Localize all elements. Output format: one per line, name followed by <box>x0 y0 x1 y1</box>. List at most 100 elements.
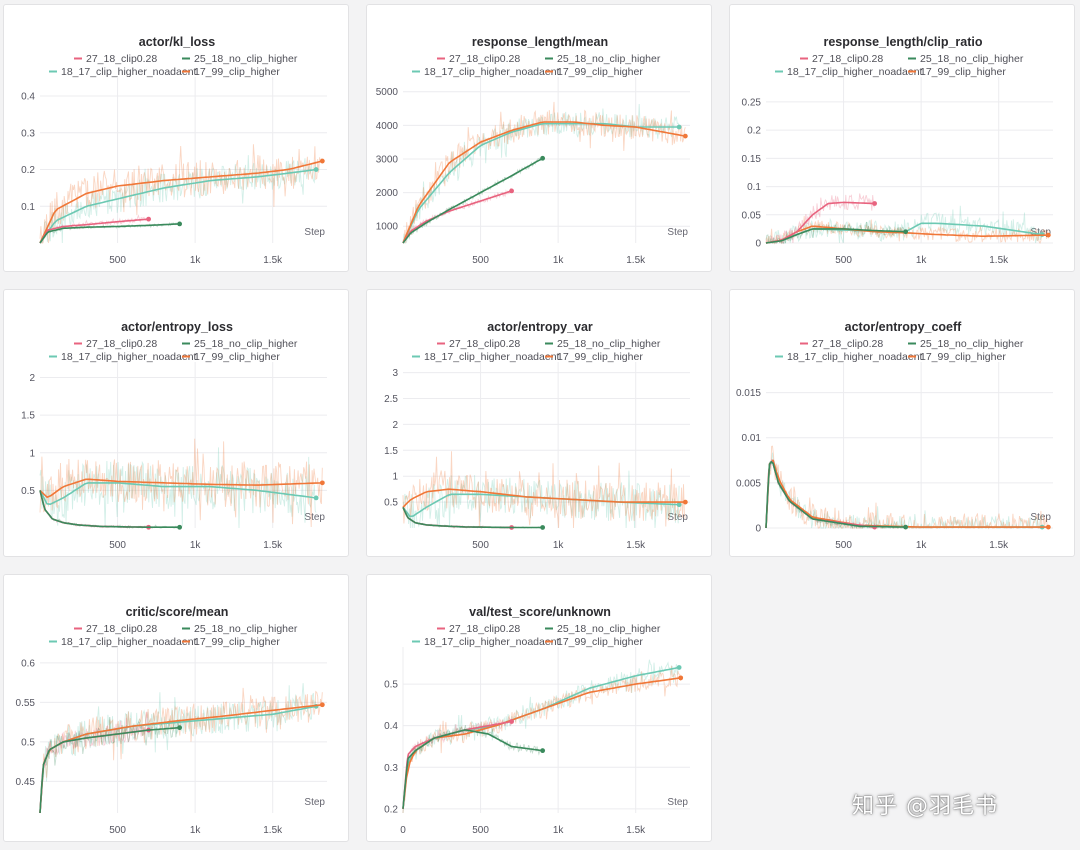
series-line-18-17-clip-higher-noadaent[interactable] <box>39 168 317 244</box>
legend-label-25-18-no-clip-higher[interactable]: 25_18_no_clip_higher <box>920 338 1024 350</box>
legend-label-18-17-clip-higher-noadaent[interactable]: 18_17_clip_higher_noadaent <box>61 351 197 363</box>
series-endpoint-27-18-clip0-28[interactable] <box>509 719 514 724</box>
legend-label-18-17-clip-higher-noadaent[interactable]: 18_17_clip_higher_noadaent <box>424 66 560 78</box>
series-line-17-99-clip-higher[interactable] <box>39 478 323 498</box>
y-tick-label: 0.2 <box>384 804 398 815</box>
legend-label-27-18-clip0-28[interactable]: 27_18_clip0.28 <box>86 338 157 350</box>
series-endpoint-17-99-clip-higher[interactable] <box>1045 232 1051 238</box>
chart-panel-val-test-score-unknown: val/test_score/unknown 27_18_clip0.28 25_1… <box>366 574 712 842</box>
chart-panel-actor-entropy-coeff: actor/entropy_coeff 27_18_clip0.28 25_18_n… <box>729 289 1075 557</box>
legend-label-18-17-clip-higher-noadaent[interactable]: 18_17_clip_higher_noadaent <box>61 66 197 78</box>
series-endpoint-18-17-clip-higher-noadaent[interactable] <box>676 124 682 130</box>
y-tick-label: 0.4 <box>384 721 398 732</box>
watermark-text: 知乎 @羽毛书 <box>852 794 998 819</box>
legend-label-17-99-clip-higher[interactable]: 17_99_clip_higher <box>194 351 280 363</box>
series-endpoint-25-18-no-clip-higher[interactable] <box>540 748 546 754</box>
legend-label-17-99-clip-higher[interactable]: 17_99_clip_higher <box>557 66 643 78</box>
series-endpoint-18-17-clip-higher-noadaent[interactable] <box>676 502 682 508</box>
legend-label-25-18-no-clip-higher[interactable]: 25_18_no_clip_higher <box>920 53 1024 65</box>
series-endpoint-17-99-clip-higher[interactable] <box>682 133 688 139</box>
series-endpoint-25-18-no-clip-higher[interactable] <box>177 725 183 731</box>
series-endpoint-17-99-clip-higher[interactable] <box>319 158 325 164</box>
series-line-27-18-clip0-28[interactable] <box>402 190 512 244</box>
series-endpoint-18-17-clip-higher-noadaent[interactable] <box>313 495 319 501</box>
legend-label-17-99-clip-higher[interactable]: 17_99_clip_higher <box>194 66 280 78</box>
series-endpoint-25-18-no-clip-higher[interactable] <box>177 524 183 530</box>
y-tick-label: 0.1 <box>21 202 35 213</box>
legend-label-17-99-clip-higher[interactable]: 17_99_clip_higher <box>194 636 280 648</box>
legend-label-25-18-no-clip-higher[interactable]: 25_18_no_clip_higher <box>557 53 661 65</box>
chart-title: response_length/mean <box>472 35 608 49</box>
x-tick-label: 1.5k <box>989 540 1009 551</box>
series-line-25-18-no-clip-higher[interactable] <box>402 729 543 809</box>
legend-label-27-18-clip0-28[interactable]: 27_18_clip0.28 <box>449 338 520 350</box>
legend-label-27-18-clip0-28[interactable]: 27_18_clip0.28 <box>86 53 157 65</box>
legend-label-27-18-clip0-28[interactable]: 27_18_clip0.28 <box>86 623 157 635</box>
series-line-17-99-clip-higher[interactable] <box>402 121 686 244</box>
x-tick-label: 1k <box>190 540 202 551</box>
series-endpoint-25-18-no-clip-higher[interactable] <box>540 155 546 161</box>
legend-label-27-18-clip0-28[interactable]: 27_18_clip0.28 <box>812 338 883 350</box>
series-raw-18-17-clip-higher-noadaent <box>765 452 1043 530</box>
series-endpoint-25-18-no-clip-higher[interactable] <box>903 229 909 235</box>
series-line-25-18-no-clip-higher[interactable] <box>765 228 906 244</box>
legend-label-18-17-clip-higher-noadaent[interactable]: 18_17_clip_higher_noadaent <box>787 66 923 78</box>
series-endpoint-25-18-no-clip-higher[interactable] <box>540 525 546 530</box>
series-line-25-18-no-clip-higher[interactable] <box>39 726 180 814</box>
series-line-25-18-no-clip-higher[interactable] <box>39 490 180 528</box>
legend-label-18-17-clip-higher-noadaent[interactable]: 18_17_clip_higher_noadaent <box>424 636 560 648</box>
series-line-27-18-clip0-28[interactable] <box>39 218 149 244</box>
legend-label-18-17-clip-higher-noadaent[interactable]: 18_17_clip_higher_noadaent <box>61 636 197 648</box>
y-tick-label: 1.5 <box>384 446 398 457</box>
series-line-25-18-no-clip-higher[interactable] <box>402 506 543 529</box>
series-endpoint-17-99-clip-higher[interactable] <box>319 702 325 708</box>
series-line-25-18-no-clip-higher[interactable] <box>39 223 180 244</box>
series-endpoint-17-99-clip-higher[interactable] <box>319 480 325 486</box>
x-tick-label: 0 <box>400 825 406 836</box>
series-line-18-17-clip-higher-noadaent[interactable] <box>39 482 317 505</box>
legend-label-17-99-clip-higher[interactable]: 17_99_clip_higher <box>920 351 1006 363</box>
x-tick-label: 1k <box>190 255 202 266</box>
series-endpoint-25-18-no-clip-higher[interactable] <box>903 524 909 530</box>
legend-label-25-18-no-clip-higher[interactable]: 25_18_no_clip_higher <box>557 338 661 350</box>
legend-label-17-99-clip-higher[interactable]: 17_99_clip_higher <box>557 636 643 648</box>
series-endpoint-27-18-clip0-28[interactable] <box>872 201 877 206</box>
series-line-17-99-clip-higher[interactable] <box>402 677 681 809</box>
legend-label-17-99-clip-higher[interactable]: 17_99_clip_higher <box>920 66 1006 78</box>
legend-label-27-18-clip0-28[interactable]: 27_18_clip0.28 <box>449 623 520 635</box>
chart-svg: actor/entropy_loss 27_18_clip0.28 25_18_no… <box>21 320 327 551</box>
series-endpoint-18-17-clip-higher-noadaent[interactable] <box>676 665 682 670</box>
y-tick-label: 2 <box>29 373 35 384</box>
series-endpoint-17-99-clip-higher[interactable] <box>1045 524 1051 530</box>
series-line-17-99-clip-higher[interactable] <box>39 704 323 814</box>
legend-label-25-18-no-clip-higher[interactable]: 25_18_no_clip_higher <box>557 623 661 635</box>
chart-panel-actor-entropy-loss: actor/entropy_loss 27_18_clip0.28 25_18_no… <box>3 289 349 557</box>
legend-label-18-17-clip-higher-noadaent[interactable]: 18_17_clip_higher_noadaent <box>424 351 560 363</box>
legend-label-25-18-no-clip-higher[interactable]: 25_18_no_clip_higher <box>194 53 298 65</box>
legend-label-25-18-no-clip-higher[interactable]: 25_18_no_clip_higher <box>194 338 298 350</box>
legend-label-25-18-no-clip-higher[interactable]: 25_18_no_clip_higher <box>194 623 298 635</box>
y-tick-label: 0.5 <box>384 680 398 691</box>
series-endpoint-17-99-clip-higher[interactable] <box>678 675 684 681</box>
legend-label-27-18-clip0-28[interactable]: 27_18_clip0.28 <box>449 53 520 65</box>
y-tick-label: 2.5 <box>384 394 398 405</box>
series-line-17-99-clip-higher[interactable] <box>402 488 686 508</box>
series-line-17-99-clip-higher[interactable] <box>39 160 323 244</box>
chart-panel-critic-score-mean: critic/score/mean 27_18_clip0.28 25_18_no_… <box>3 574 349 842</box>
series-endpoint-25-18-no-clip-higher[interactable] <box>177 221 183 227</box>
y-tick-label: 1 <box>392 472 398 483</box>
series-endpoint-18-17-clip-higher-noadaent[interactable] <box>313 167 319 172</box>
legend-label-18-17-clip-higher-noadaent[interactable]: 18_17_clip_higher_noadaent <box>787 351 923 363</box>
series-endpoint-27-18-clip0-28[interactable] <box>146 216 151 222</box>
series-raw-25-18-no-clip-higher <box>402 725 544 807</box>
legend-label-17-99-clip-higher[interactable]: 17_99_clip_higher <box>557 351 643 363</box>
series-line-25-18-no-clip-higher[interactable] <box>402 157 544 244</box>
y-tick-label: 0.15 <box>742 154 762 165</box>
series-endpoint-27-18-clip0-28[interactable] <box>509 188 514 194</box>
series-endpoint-17-99-clip-higher[interactable] <box>682 499 688 505</box>
legend-label-27-18-clip0-28[interactable]: 27_18_clip0.28 <box>812 53 883 65</box>
x-tick-label: 1k <box>553 540 565 551</box>
series-line-27-18-clip0-28[interactable] <box>765 201 875 244</box>
series-line-25-18-no-clip-higher[interactable] <box>765 460 906 529</box>
chart-title: actor/entropy_loss <box>121 320 233 334</box>
